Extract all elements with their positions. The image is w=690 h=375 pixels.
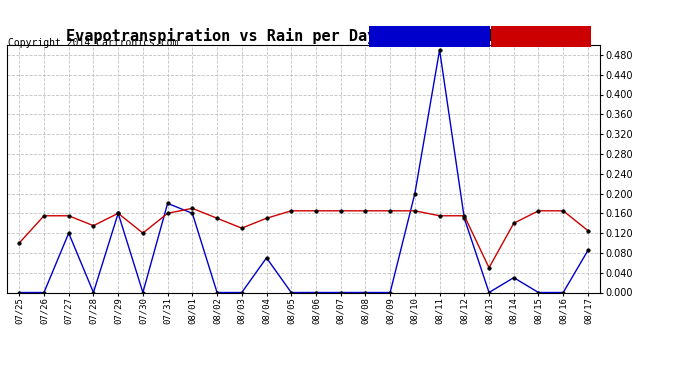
Title: Evapotranspiration vs Rain per Day (Inches) 20140818: Evapotranspiration vs Rain per Day (Inch… <box>66 28 541 44</box>
Text: Rain  (Inches): Rain (Inches) <box>373 32 455 42</box>
Text: ET  (Inches): ET (Inches) <box>495 32 565 42</box>
Text: Copyright 2014 Cartronics.com: Copyright 2014 Cartronics.com <box>8 38 179 48</box>
